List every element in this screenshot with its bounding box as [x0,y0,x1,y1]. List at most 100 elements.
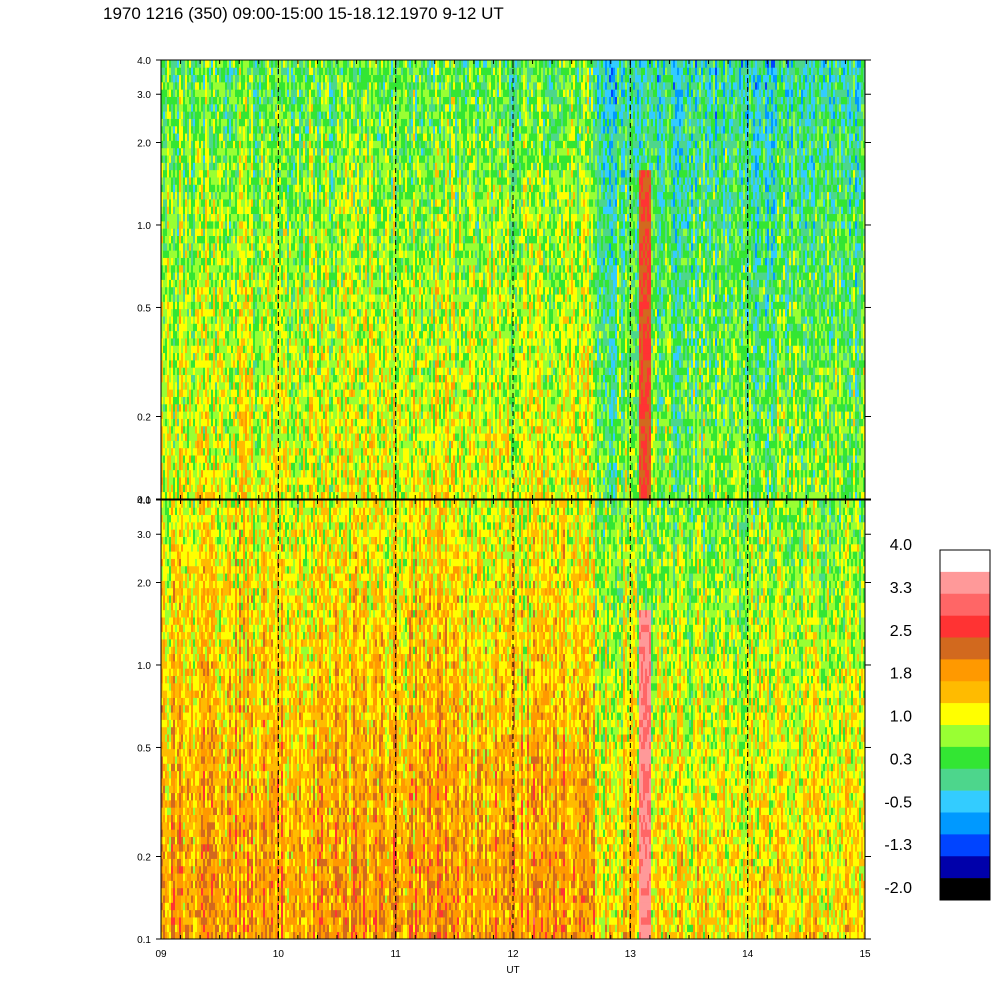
heatmap-cell [169,155,172,163]
heatmap-cell [167,118,170,127]
heatmap-cell [171,213,174,222]
heatmap-cell [175,462,178,471]
heatmap-cell [161,440,164,449]
heatmap-cell [169,213,172,222]
heatmap-cell [169,272,172,280]
heatmap-cell [169,103,172,112]
heatmap-cell [165,96,168,105]
heatmap-cell [163,338,166,346]
heatmap-cell [171,440,174,449]
heatmap-cell [165,286,168,295]
heatmap-cell [171,403,174,412]
heatmap-cell [165,330,168,339]
heatmap-cell [161,359,164,368]
heatmap-cell [165,118,168,127]
heatmap-cell [165,250,168,258]
heatmap-cell [163,381,166,390]
heatmap-cell [173,462,176,471]
heatmap-cell [163,447,166,456]
heatmap-cell [165,140,168,149]
heatmap-cell [171,308,174,317]
heatmap-cell [167,279,170,288]
heatmap-cell [169,81,172,90]
heatmap-cell [167,184,170,193]
heatmap-cell [169,359,172,368]
heatmap-cell [171,469,174,478]
heatmap-cell [163,118,166,127]
heatmap-cell [171,206,174,215]
heatmap-cell [163,374,166,383]
heatmap-cell [163,301,166,310]
heatmap-cell [169,169,172,178]
heatmap-cell [163,169,166,178]
heatmap-cell [167,462,170,471]
heatmap-cell [163,235,166,244]
heatmap-cell [171,264,174,273]
heatmap-cell [161,447,164,456]
heatmap-cell [169,396,172,405]
heatmap-cell [161,455,164,463]
heatmap-cell [167,191,170,200]
heatmap-cell [169,338,172,346]
heatmap-cell [167,286,170,295]
heatmap-cell [169,177,172,185]
heatmap-cell [171,199,174,207]
heatmap-cell [163,111,166,119]
heatmap-cell [171,111,174,119]
heatmap-cell [173,330,176,339]
heatmap-cell [171,279,174,288]
heatmap-cell [167,60,170,68]
heatmap-cell [161,316,164,324]
heatmap-cell [167,140,170,149]
heatmap-cell [165,440,168,449]
heatmap-cell [167,367,170,376]
heatmap-cell [171,389,174,397]
heatmap-cell [171,162,174,171]
heatmap-cell [163,264,166,273]
heatmap-cell [171,60,174,68]
heatmap-cell [161,235,164,244]
heatmap-cell [173,374,176,383]
heatmap-cell [167,213,170,222]
heatmap-cell [173,257,176,266]
heatmap-cell [161,323,164,332]
heatmap-cell [169,96,172,105]
heatmap-cell [165,67,168,76]
heatmap-cell [171,272,174,280]
heatmap-cell [167,352,170,361]
heatmap-cell [161,330,164,339]
heatmap-cell [169,220,172,229]
heatmap-cell [163,286,166,295]
heatmap-cell [165,381,168,390]
heatmap-cell [161,140,164,149]
heatmap-cell [171,118,174,127]
heatmap-cell [161,272,164,280]
heatmap-cell [165,418,168,427]
heatmap-cell [173,316,176,324]
heatmap-cell [163,411,166,419]
heatmap-cell [167,381,170,390]
heatmap-cell [171,455,174,463]
heatmap-cell [173,264,176,273]
heatmap-cell [167,111,170,119]
heatmap-cell [171,147,174,156]
heatmap-cell [167,89,170,97]
heatmap-cell [169,433,172,441]
heatmap-cell [173,455,176,463]
heatmap-cell [163,359,166,368]
heatmap-cell [165,111,168,119]
heatmap-cell [173,338,176,346]
heatmap-cell [165,74,168,83]
heatmap-cell [173,425,176,434]
heatmap-cell [165,323,168,332]
heatmap-cell [169,206,172,215]
heatmap-cell [165,242,168,251]
heatmap-cell [167,67,170,76]
heatmap-cell [163,133,166,141]
heatmap-cell [163,294,166,302]
heatmap-cell [171,228,174,236]
heatmap-cell [171,169,174,178]
heatmap-cell [173,96,176,105]
heatmap-cell [163,425,166,434]
heatmap-cell [169,440,172,449]
